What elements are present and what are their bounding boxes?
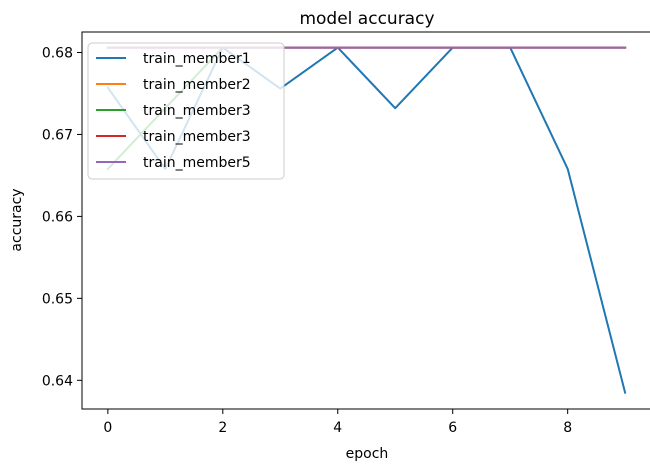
legend-label-2: train_member2 [143,77,251,93]
x-tick-label-4: 8 [563,420,572,436]
legend-label-3: train_member3 [143,103,251,119]
legend-label-1: train_member1 [143,51,251,67]
y-axis-label: accuracy [9,188,25,251]
plot-frame [81,31,650,410]
axes-layer: 0 2 4 6 8 0.64 0.65 0.66 0.67 0.68 [42,31,650,436]
y-tick-label-0: 0.64 [42,373,73,389]
y-tick-label-3: 0.67 [42,127,73,143]
x-tick-label-3: 6 [448,420,457,436]
legend-box [87,42,285,180]
legend: train_member1train_member2train_member3t… [87,42,285,180]
x-tick-label-2: 4 [333,420,342,436]
x-axis-label: epoch [346,446,389,462]
y-tick-label-4: 0.68 [42,45,73,61]
legend-label-4: train_member3 [143,129,251,145]
chart-title: model accuracy [299,9,434,29]
x-tick-label-0: 0 [103,420,112,436]
legend-label-5: train_member5 [143,155,251,171]
y-tick-label-2: 0.66 [42,209,73,225]
y-tick-label-1: 0.65 [42,291,73,307]
x-tick-label-1: 2 [218,420,227,436]
